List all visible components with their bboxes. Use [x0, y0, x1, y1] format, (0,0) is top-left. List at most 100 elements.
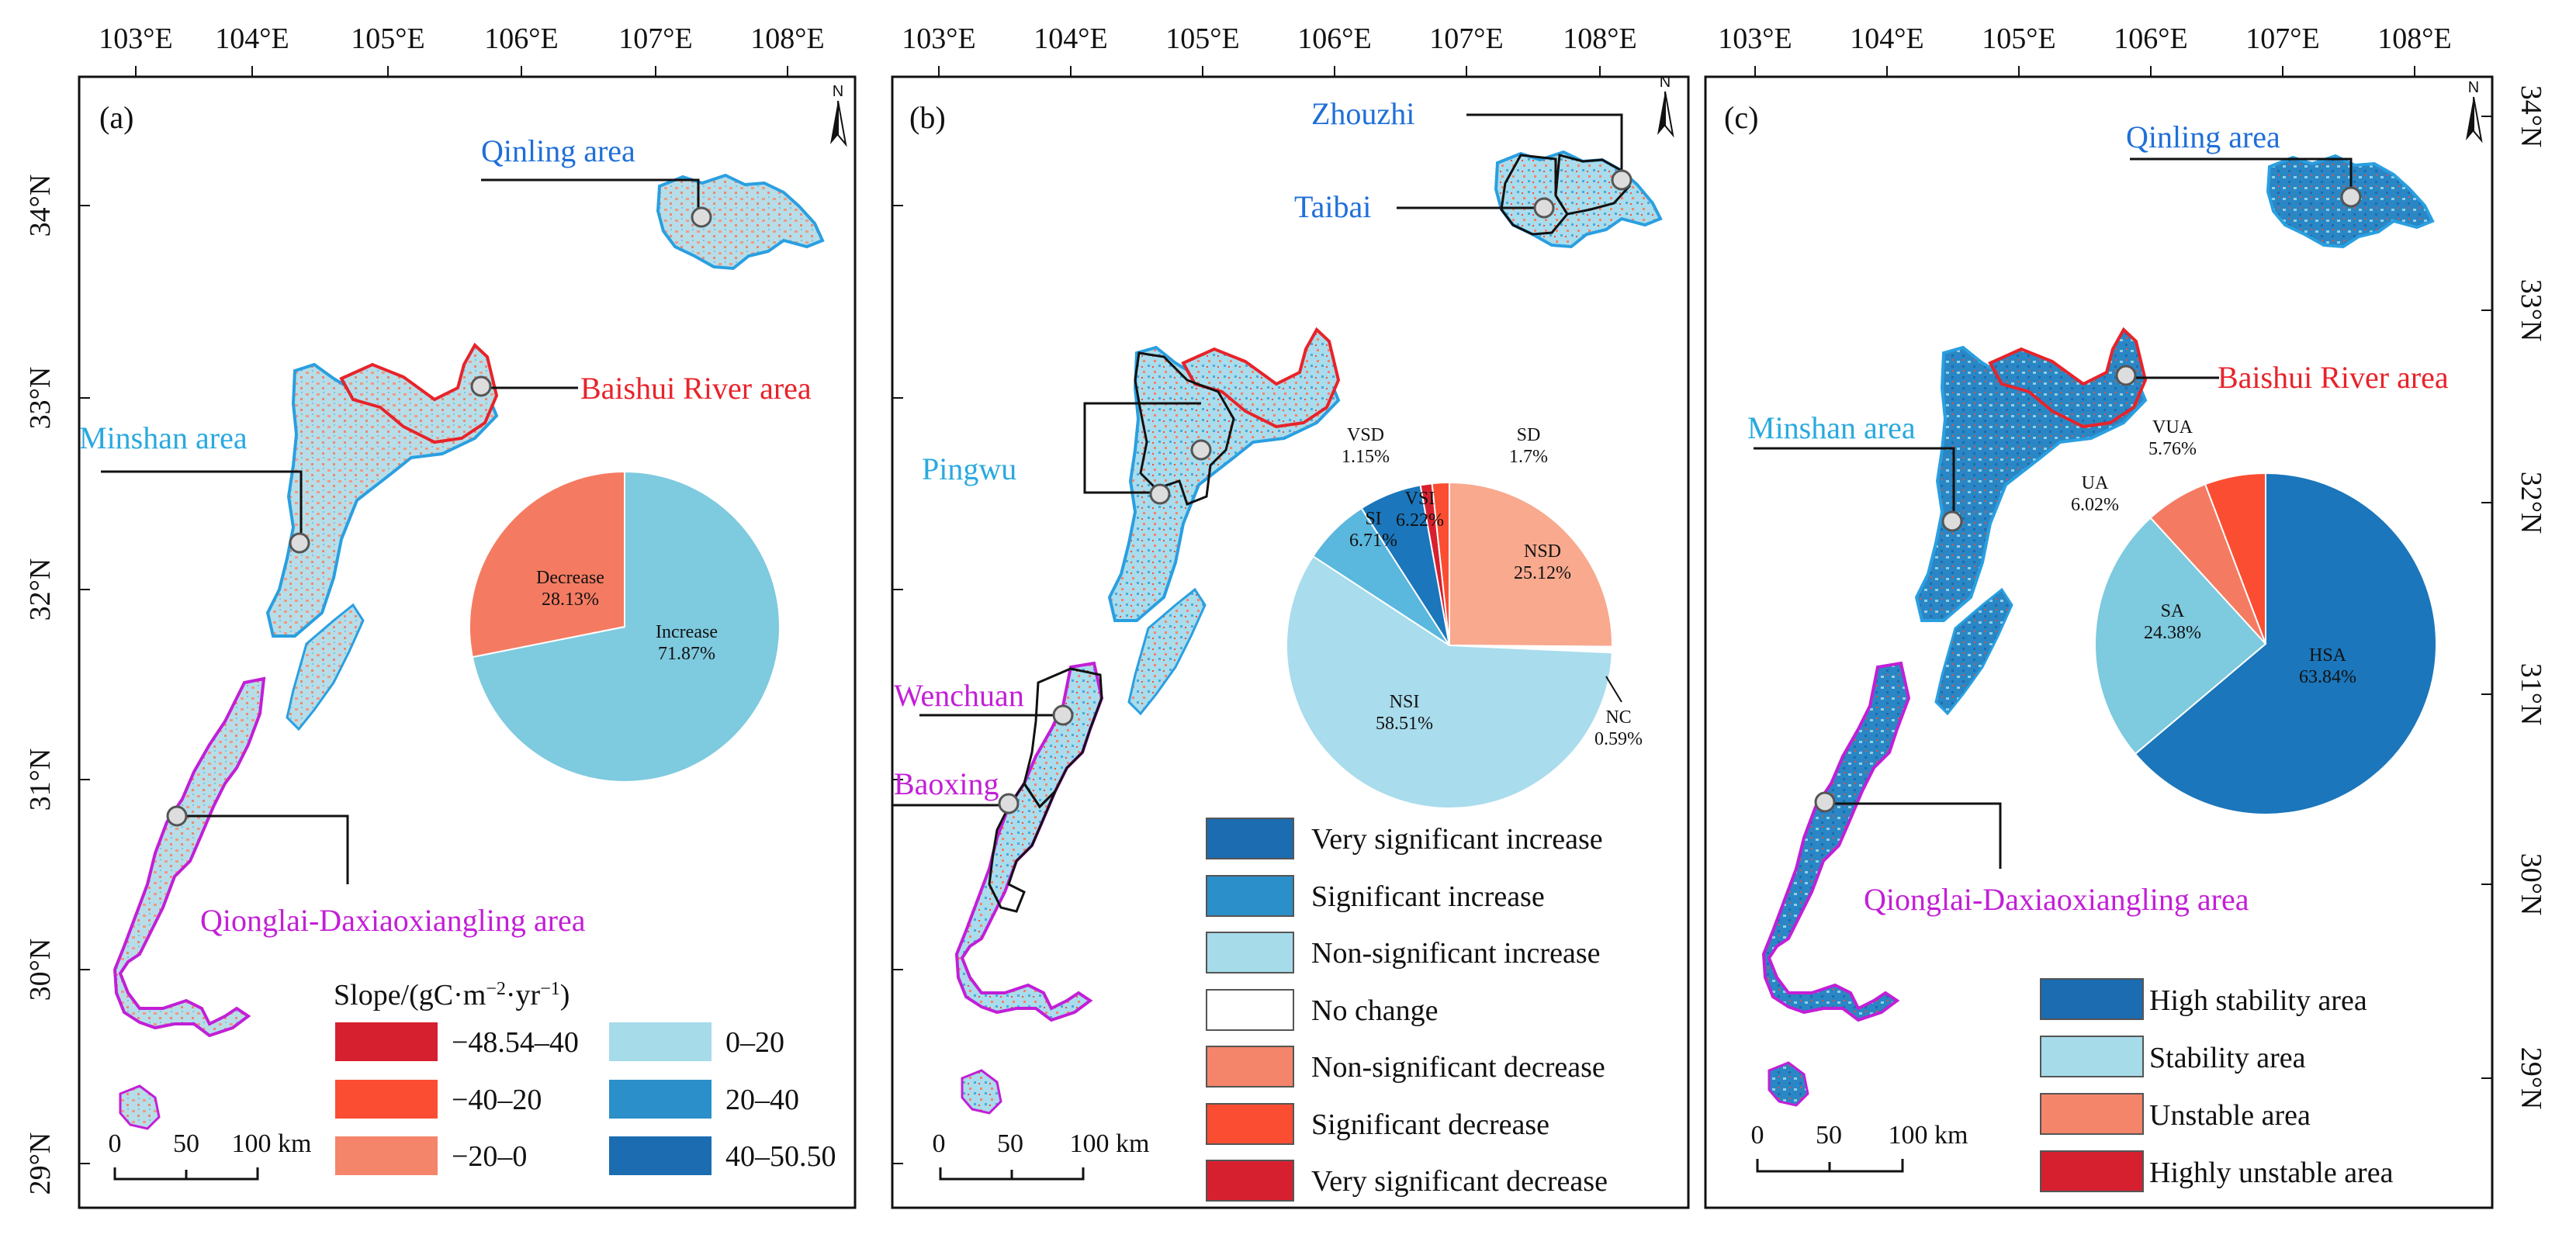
pie-label-name: VSI	[1405, 489, 1435, 509]
svg-text:100 km: 100 km	[1889, 1121, 1968, 1150]
legend-swatch	[2040, 1036, 2144, 1077]
panel-b-frame	[891, 75, 1690, 1209]
panel-label: (c)	[1724, 100, 1758, 135]
small-island	[1768, 1061, 1809, 1107]
north-arrow-icon: N	[2466, 79, 2483, 144]
pie-label-name: Increase	[656, 622, 718, 642]
lon-tick: 105°E	[1165, 22, 1239, 55]
pie-label-value: 63.84%	[2299, 667, 2356, 687]
baishui-region	[1181, 327, 1341, 429]
legend-swatch	[1206, 818, 1294, 859]
pingwu-boundary	[1134, 351, 1235, 506]
pie-label-name: UA	[2082, 473, 2109, 493]
pie-label-name: NSI	[1390, 692, 1420, 712]
wenchuan-boundary	[1023, 667, 1103, 809]
legend-swatch	[335, 1022, 438, 1061]
leader-line	[2130, 157, 2353, 198]
minshan-south-strip	[286, 603, 365, 731]
pie-label-value: 28.13%	[542, 590, 599, 610]
pie-label-name: VUA	[2152, 417, 2193, 437]
svg-text:100 km: 100 km	[1070, 1129, 1150, 1158]
lon-tick: 106°E	[484, 22, 558, 55]
svg-text:N: N	[1660, 74, 1671, 91]
pie-slice-hsa	[2134, 472, 2437, 815]
lon-tick: 107°E	[2245, 22, 2319, 55]
pie-label-value: 1.7%	[1509, 447, 1548, 467]
location-marker	[2115, 365, 2137, 386]
scale-bar: 0 50 100 km	[1751, 1121, 1968, 1173]
legend-swatch	[1206, 1046, 1294, 1088]
pie-slice-nsd	[1449, 481, 1613, 648]
leader-line	[101, 470, 303, 543]
pie-label-value: 71.87%	[658, 644, 715, 664]
legend-swatch	[609, 1136, 712, 1175]
pie-label-value: 1.15%	[1342, 447, 1390, 467]
lon-tick: 103°E	[99, 22, 172, 55]
legend-swatch	[1206, 989, 1294, 1031]
legend-swatch	[609, 1022, 712, 1061]
area-label-qinling: Qinling area	[481, 133, 635, 168]
lat-tick: 30°N	[24, 939, 57, 1001]
panel-c-lon-ticks: 103°E 104°E 105°E 106°E 107°E 108°E	[1718, 22, 2452, 77]
lon-tick: 108°E	[1563, 22, 1636, 55]
lon-tick: 104°E	[215, 22, 289, 55]
panel-a: 103°E 104°E 105°E 106°E 107°E 108°E 34°N…	[24, 22, 847, 1195]
pie-label-name: SA	[2161, 601, 2185, 621]
area-label-minshan: Minshan area	[79, 420, 248, 455]
location-marker	[691, 206, 712, 228]
lat-tick: 29°N	[2515, 1047, 2547, 1110]
pie-label-value: 5.76%	[2148, 439, 2197, 459]
pie-slice-nsi	[1286, 555, 1613, 809]
pie-label-value: 6.71%	[1349, 531, 1397, 551]
lon-tick: 104°E	[1850, 22, 1923, 55]
legend-label: 20–40	[725, 1084, 799, 1116]
pie-label-value: 24.38%	[2144, 623, 2201, 643]
area-label-wenchuan: Wenchuan	[894, 678, 1024, 713]
pie-label-name: SI	[1365, 509, 1381, 529]
area-label-baishui: Baishui River area	[580, 371, 812, 406]
north-arrow-icon: N	[1657, 74, 1674, 138]
north-arrow-icon: N	[830, 83, 847, 147]
area-label-pingwu: Pingwu	[922, 451, 1016, 486]
area-label-qionglai: Qionglai-Daxiaoxiangling area	[200, 903, 586, 938]
legend-label: Significant increase	[1311, 880, 1545, 913]
panel-c-frame	[1704, 75, 2494, 1209]
legend: Slope/(gC·m−2·yr−1) −48.54–40 −40–20 −20…	[334, 979, 836, 1175]
location-marker	[1533, 197, 1555, 219]
legend-swatch	[2040, 1093, 2144, 1135]
legend-label: Very significant decrease	[1311, 1165, 1608, 1198]
pie-label-value: 6.02%	[2071, 495, 2119, 515]
pie-label-name: VSD	[1347, 425, 1384, 445]
lat-tick: 31°N	[24, 749, 57, 811]
location-marker	[1149, 483, 1171, 505]
legend-swatch	[1206, 1103, 1294, 1145]
pie-label-value: 25.12%	[1514, 563, 1571, 583]
panel-b-lon-ticks: 103°E 104°E 105°E 106°E 107°E 108°E	[902, 22, 1637, 77]
baoxing-boundary	[988, 781, 1057, 913]
leader-line	[1466, 113, 1623, 178]
lon-tick: 105°E	[351, 22, 424, 55]
panel-b-lat-ticks	[892, 205, 903, 1164]
lon-tick: 103°E	[902, 22, 975, 55]
legend-label: High stability area	[2149, 984, 2367, 1017]
small-island	[961, 1069, 1002, 1115]
location-marker	[1190, 439, 1212, 461]
area-label-qionglai: Qionglai-Daxiaoxiangling area	[1864, 882, 2249, 917]
pie-leader-line	[1605, 676, 1622, 703]
lat-tick: 33°N	[2515, 279, 2547, 342]
area-label-qinling: Qinling area	[2126, 119, 2280, 154]
svg-text:N: N	[833, 83, 843, 100]
legend: High stability area Stability area Unsta…	[2040, 978, 2394, 1192]
panel-b: 103°E 104°E 105°E 106°E 107°E 108°E (b) …	[892, 22, 1674, 1202]
panel-a-lat-ticks: 34°N 33°N 32°N 31°N 30°N 29°N	[24, 175, 90, 1195]
legend-label: Highly unstable area	[2149, 1157, 2394, 1189]
area-label-baishui: Baishui River area	[2218, 360, 2449, 395]
area-label-zhouzhi: Zhouzhi	[1311, 96, 1414, 131]
qinling-region	[1494, 150, 1663, 249]
area-label-taibai: Taibai	[1294, 189, 1371, 224]
leader-line	[1825, 802, 2002, 869]
lon-tick: 108°E	[750, 22, 824, 55]
legend-label: −48.54–40	[452, 1026, 579, 1059]
svg-text:50: 50	[173, 1129, 199, 1158]
